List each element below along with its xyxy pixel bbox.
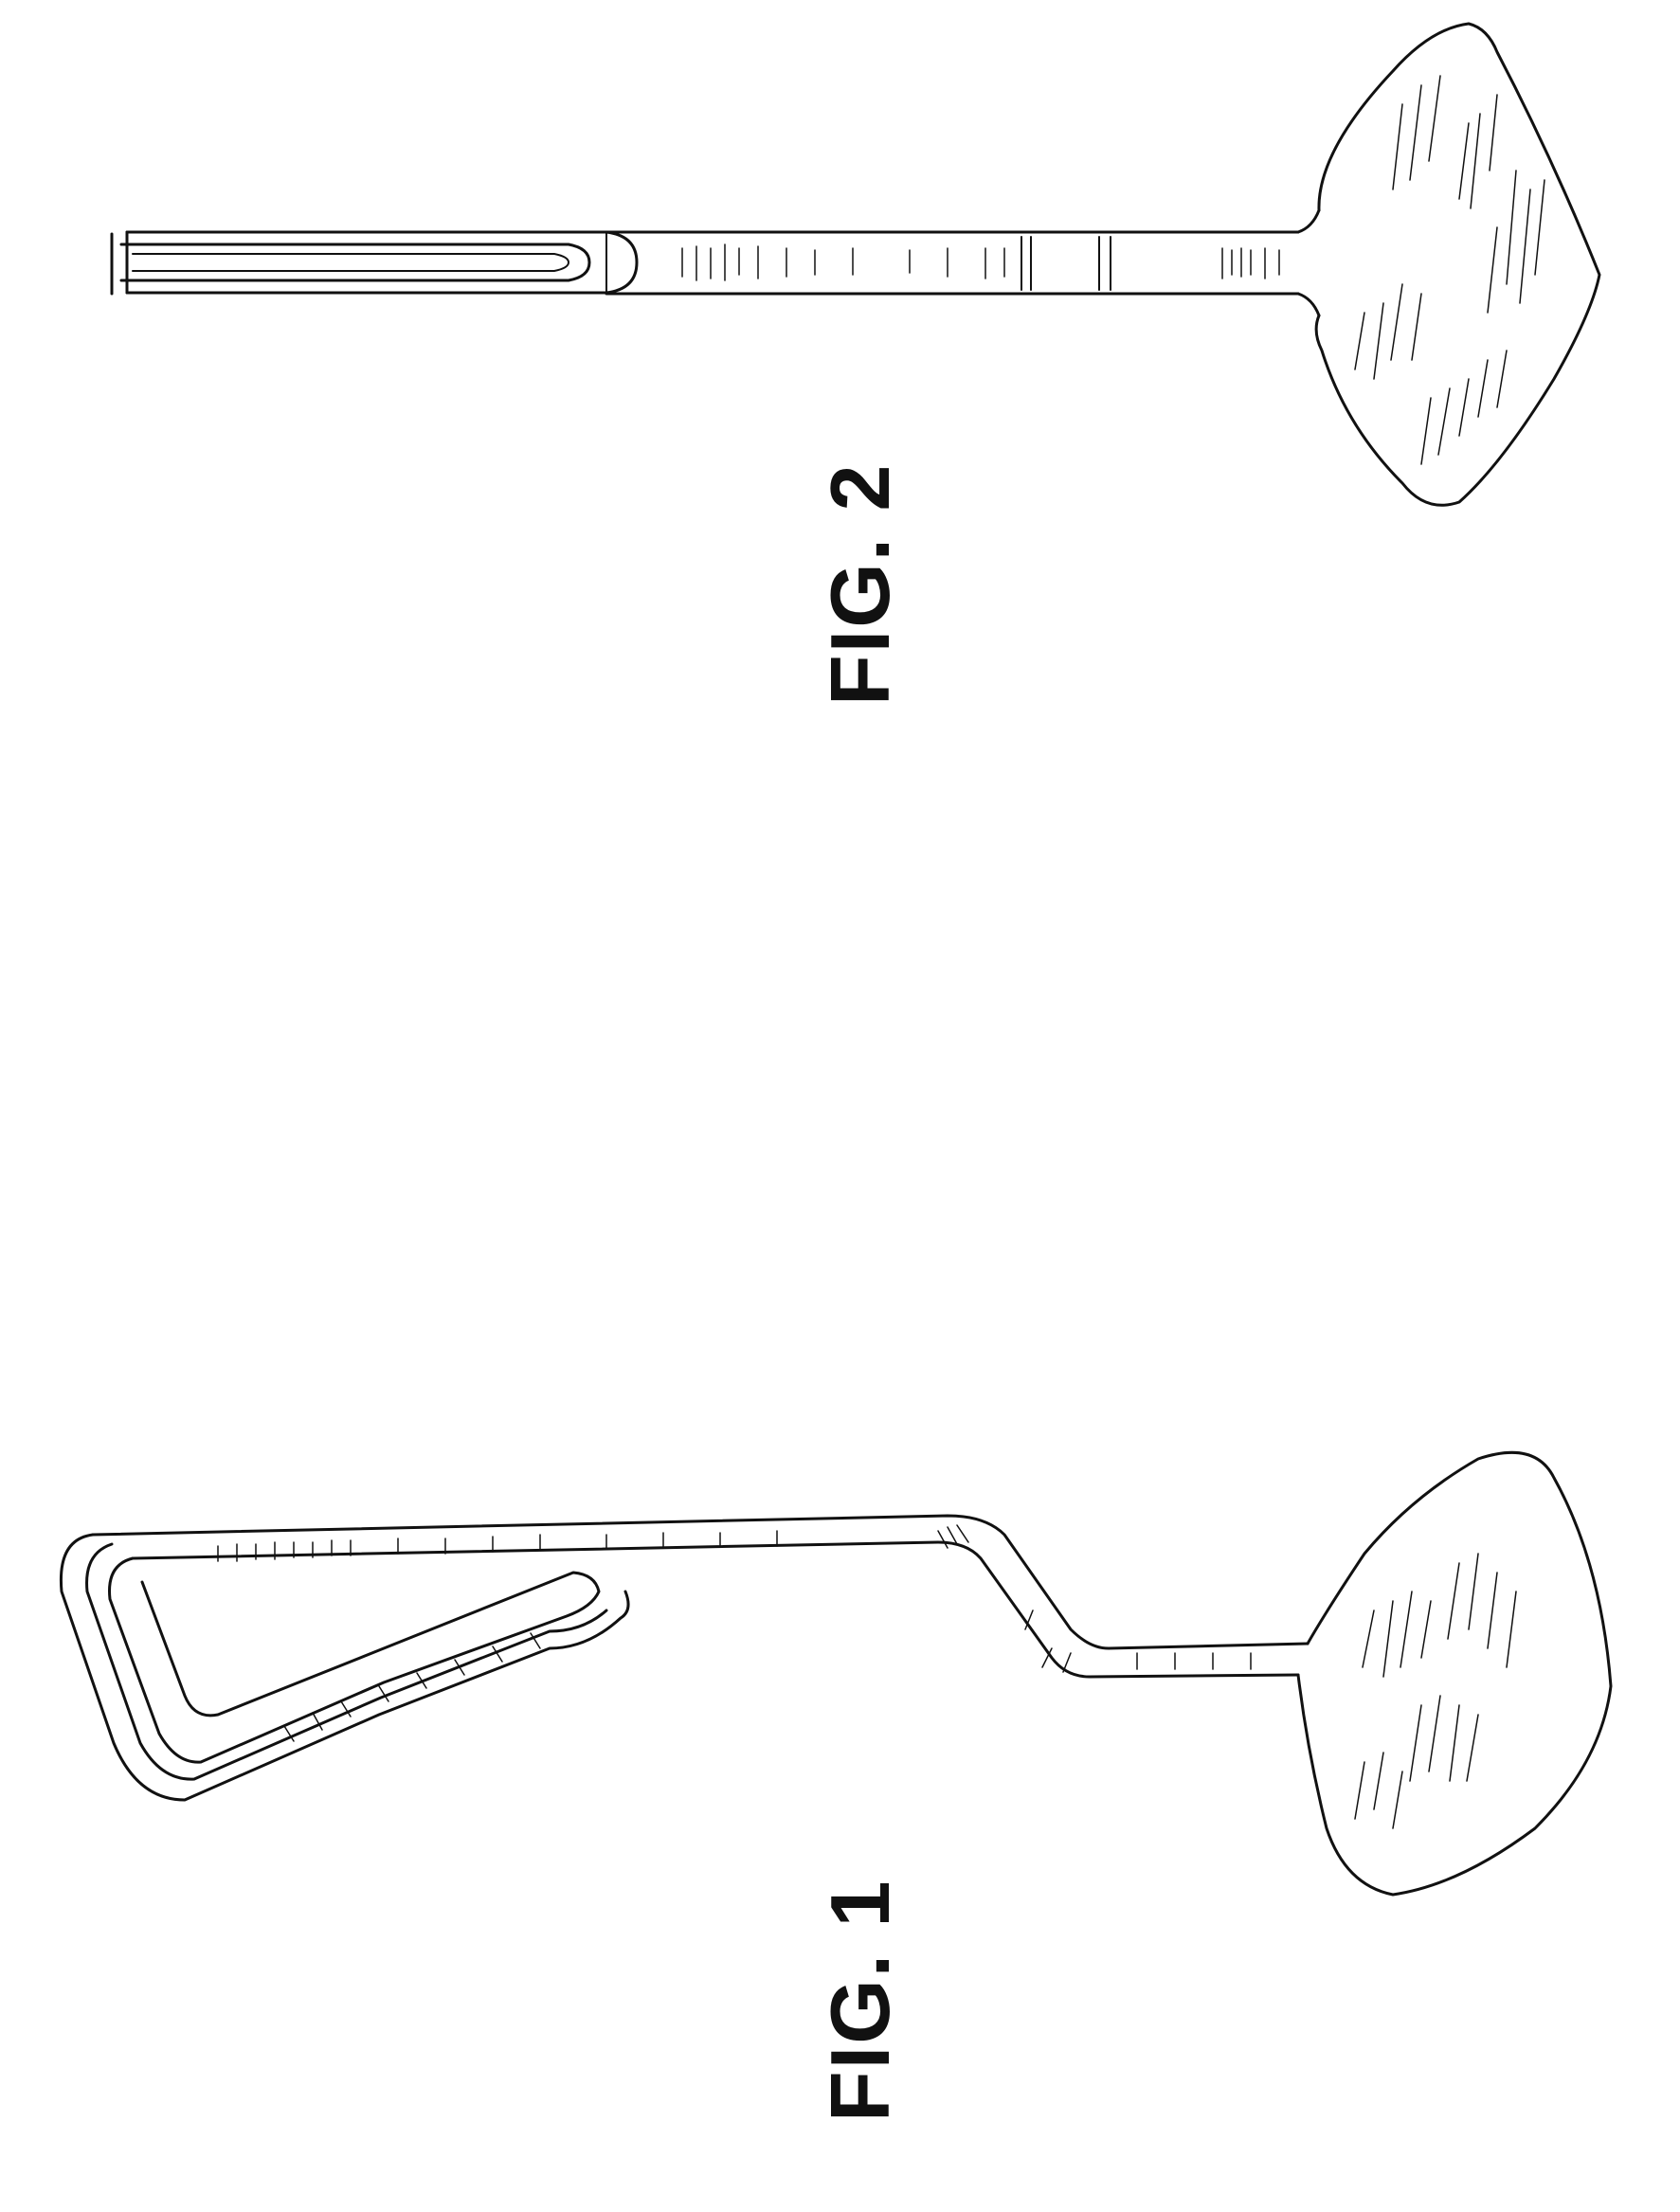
- fig1-label: FIG. 1: [813, 1879, 907, 2123]
- fig2-mirror-head: [1298, 24, 1599, 505]
- fig1-mirror-head: [1298, 1452, 1611, 1895]
- fig2-slotted-tip: [112, 232, 637, 294]
- fig1-drawing: [61, 1452, 1611, 1895]
- fig2-drawing: [112, 24, 1599, 505]
- fig2-label: FIG. 2: [813, 463, 907, 707]
- fig1-hook-band: [61, 1516, 1308, 1800]
- fig2-shaft: [606, 232, 1298, 294]
